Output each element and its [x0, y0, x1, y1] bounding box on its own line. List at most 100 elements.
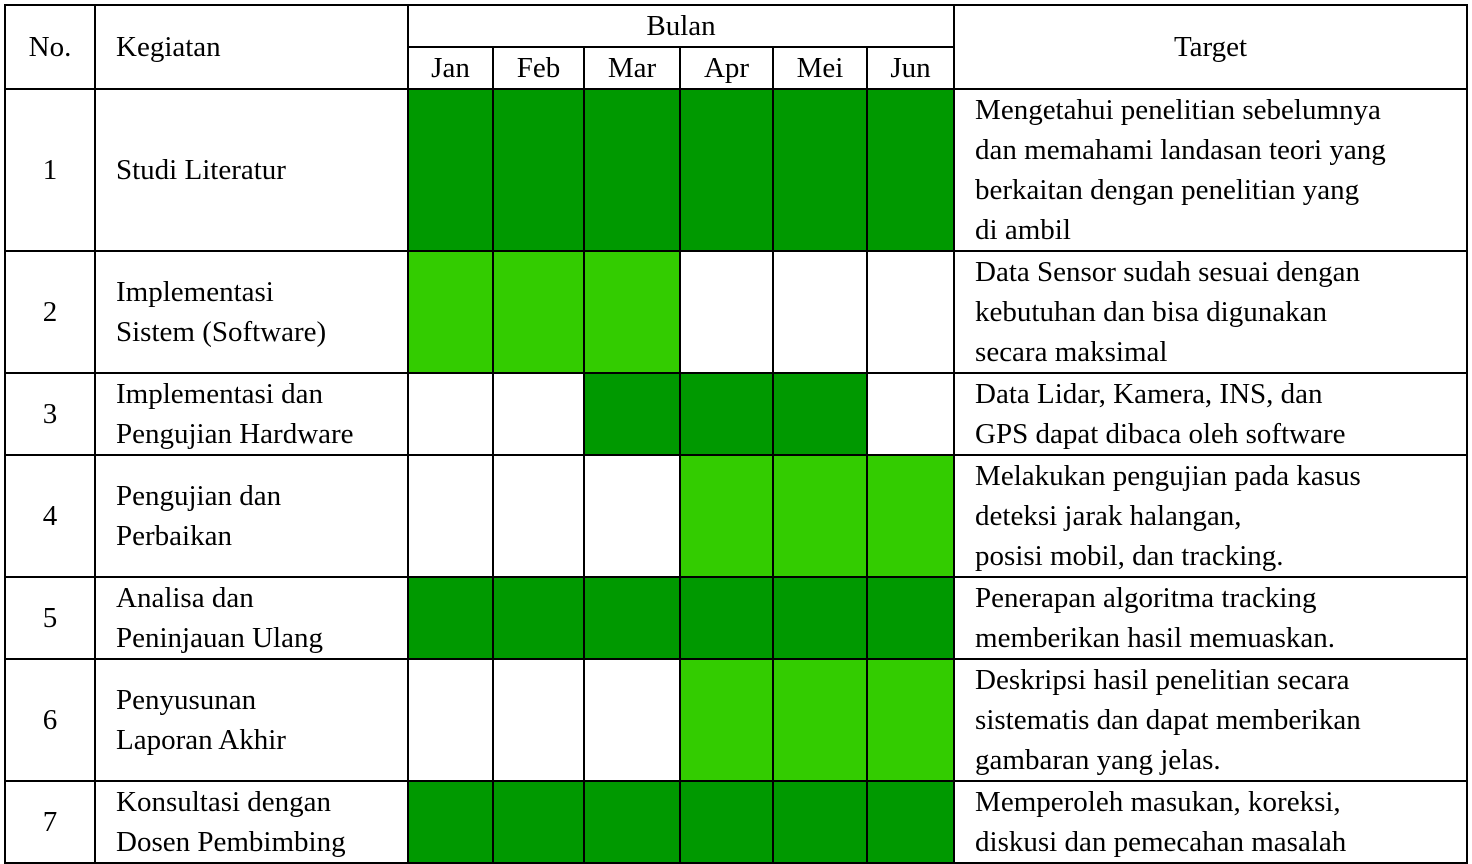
schedule-cell-apr: [679, 88, 774, 252]
target-text: Mengetahui penelitian sebelumnya dan mema…: [953, 88, 1469, 252]
activity-line: Dosen Pembimbing: [116, 826, 346, 858]
month-mei: Mei: [772, 46, 868, 90]
header-bulan: Bulan: [406, 4, 956, 48]
activity-line: Sistem (Software): [116, 316, 327, 348]
schedule-cell-mar: [583, 658, 681, 782]
schedule-cell-jun: [865, 372, 956, 456]
schedule-cell-mei: [772, 372, 868, 456]
schedule-cell-apr: [679, 576, 774, 660]
schedule-cell-mei: [772, 88, 868, 252]
activity-row: 5 Analisa dan Peninjauan Ulang Penerapan al…: [4, 576, 1469, 660]
row-number: 7: [4, 780, 96, 864]
activity-line: Konsultasi dengan: [116, 786, 332, 818]
activity-row: 3 Implementasi dan Pengujian Hardware Data …: [4, 372, 1469, 456]
target-line: dan memahami landasan teori yang: [975, 134, 1386, 166]
activity-name: Pengujian dan Perbaikan: [94, 454, 409, 578]
target-text: Data Sensor sudah sesuai dengan kebutuhan…: [953, 250, 1469, 374]
month-mar: Mar: [583, 46, 681, 90]
schedule-cell-feb: [492, 88, 585, 252]
schedule-cell-feb: [492, 576, 585, 660]
schedule-body: 1 Studi Literatur Mengetahui penelitian se…: [4, 88, 1469, 864]
target-line: posisi mobil, dan tracking.: [975, 540, 1284, 572]
schedule-cell-jun: [865, 780, 956, 864]
header-no: No.: [4, 4, 96, 90]
activity-name: Konsultasi dengan Dosen Pembimbing: [94, 780, 409, 864]
header-row-months: Jan Feb Mar Apr Mei Jun: [5, 46, 1467, 90]
schedule-cell-feb: [492, 780, 585, 864]
activity-name: Implementasi dan Pengujian Hardware: [94, 372, 409, 456]
row-number: 1: [4, 88, 96, 252]
row-number: 6: [4, 658, 96, 782]
header-target: Target: [953, 4, 1469, 90]
target-line: Memperoleh masukan, koreksi,: [975, 786, 1341, 818]
activity-row: 4 Pengujian dan Perbaikan Melakukan penguji…: [4, 454, 1469, 578]
activity-line: Implementasi dan: [116, 378, 323, 410]
schedule-cell-mei: [772, 576, 868, 660]
activity-line: Studi Literatur: [116, 154, 286, 186]
target-line: secara maksimal: [975, 336, 1168, 368]
activity-line: Laporan Akhir: [116, 724, 286, 756]
target-line: diskusi dan pemecahan masalah: [975, 826, 1347, 858]
row-number: 4: [4, 454, 96, 578]
header-kegiatan: Kegiatan: [94, 4, 409, 90]
target-text: Memperoleh masukan, koreksi, diskusi dan …: [953, 780, 1469, 864]
schedule-cell-mar: [583, 454, 681, 578]
target-line: berkaitan dengan penelitian yang: [975, 174, 1360, 206]
schedule-cell-mei: [772, 454, 868, 578]
schedule-cell-jun: [865, 88, 956, 252]
activity-row: 6 Penyusunan Laporan Akhir Deskripsi hasil …: [4, 658, 1469, 782]
schedule-cell-jan: [407, 454, 494, 578]
month-apr: Apr: [679, 46, 774, 90]
schedule-cell-jun: [865, 576, 956, 660]
target-text: Deskripsi hasil penelitian secara sistema…: [953, 658, 1469, 782]
activity-line: Penyusunan: [116, 684, 257, 716]
activity-name: Penyusunan Laporan Akhir: [94, 658, 409, 782]
row-number: 2: [4, 250, 96, 374]
target-text: Penerapan algoritma tracking memberikan h…: [953, 576, 1469, 660]
activity-name: Studi Literatur: [94, 88, 409, 252]
activity-name: Implementasi Sistem (Software): [94, 250, 409, 374]
target-line: di ambil: [975, 214, 1071, 246]
row-number: 5: [4, 576, 96, 660]
schedule-cell-jun: [865, 658, 956, 782]
month-jun: Jun: [865, 46, 956, 90]
schedule-cell-jan: [407, 250, 494, 374]
activity-line: Perbaikan: [116, 520, 232, 552]
schedule-cell-apr: [679, 250, 774, 374]
target-line: sistematis dan dapat memberikan: [975, 704, 1361, 736]
target-text: Melakukan pengujian pada kasus deteksi ja…: [953, 454, 1469, 578]
schedule-cell-mar: [583, 780, 681, 864]
target-text: Data Lidar, Kamera, INS, dan GPS dapat di…: [953, 372, 1469, 456]
activity-line: Analisa dan: [116, 582, 254, 614]
target-line: Data Lidar, Kamera, INS, dan: [975, 378, 1323, 410]
target-line: memberikan hasil memuaskan.: [975, 622, 1336, 654]
target-line: Penerapan algoritma tracking: [975, 582, 1317, 614]
schedule-cell-jan: [407, 658, 494, 782]
schedule-cell-jan: [407, 88, 494, 252]
schedule-cell-feb: [492, 250, 585, 374]
target-line: Melakukan pengujian pada kasus: [975, 460, 1361, 492]
target-line: deteksi jarak halangan,: [975, 500, 1242, 532]
schedule-cell-feb: [492, 658, 585, 782]
activity-name: Analisa dan Peninjauan Ulang: [94, 576, 409, 660]
schedule-cell-mar: [583, 250, 681, 374]
target-line: Deskripsi hasil penelitian secara: [975, 664, 1350, 696]
schedule-cell-jan: [407, 780, 494, 864]
header-row-top: No. Kegiatan Bulan Target: [4, 4, 1469, 90]
month-feb: Feb: [492, 46, 585, 90]
schedule-table: No. Kegiatan Bulan Target Jan Feb Mar Ap…: [4, 4, 1469, 864]
schedule-cell-jun: [865, 454, 956, 578]
schedule-cell-mar: [583, 88, 681, 252]
schedule-cell-mei: [772, 780, 868, 864]
target-line: Mengetahui penelitian sebelumnya: [975, 94, 1381, 126]
schedule-cell-apr: [679, 372, 774, 456]
activity-line: Pengujian Hardware: [116, 418, 354, 450]
activity-row: 7 Konsultasi dengan Dosen Pembimbing Memper…: [4, 780, 1469, 864]
schedule-cell-feb: [492, 454, 585, 578]
schedule-cell-mei: [772, 250, 868, 374]
activity-row: 1 Studi Literatur Mengetahui penelitian se…: [4, 88, 1469, 252]
schedule-cell-jan: [407, 576, 494, 660]
target-line: kebutuhan dan bisa digunakan: [975, 296, 1327, 328]
activity-line: Peninjauan Ulang: [116, 622, 323, 654]
schedule-cell-mar: [583, 372, 681, 456]
